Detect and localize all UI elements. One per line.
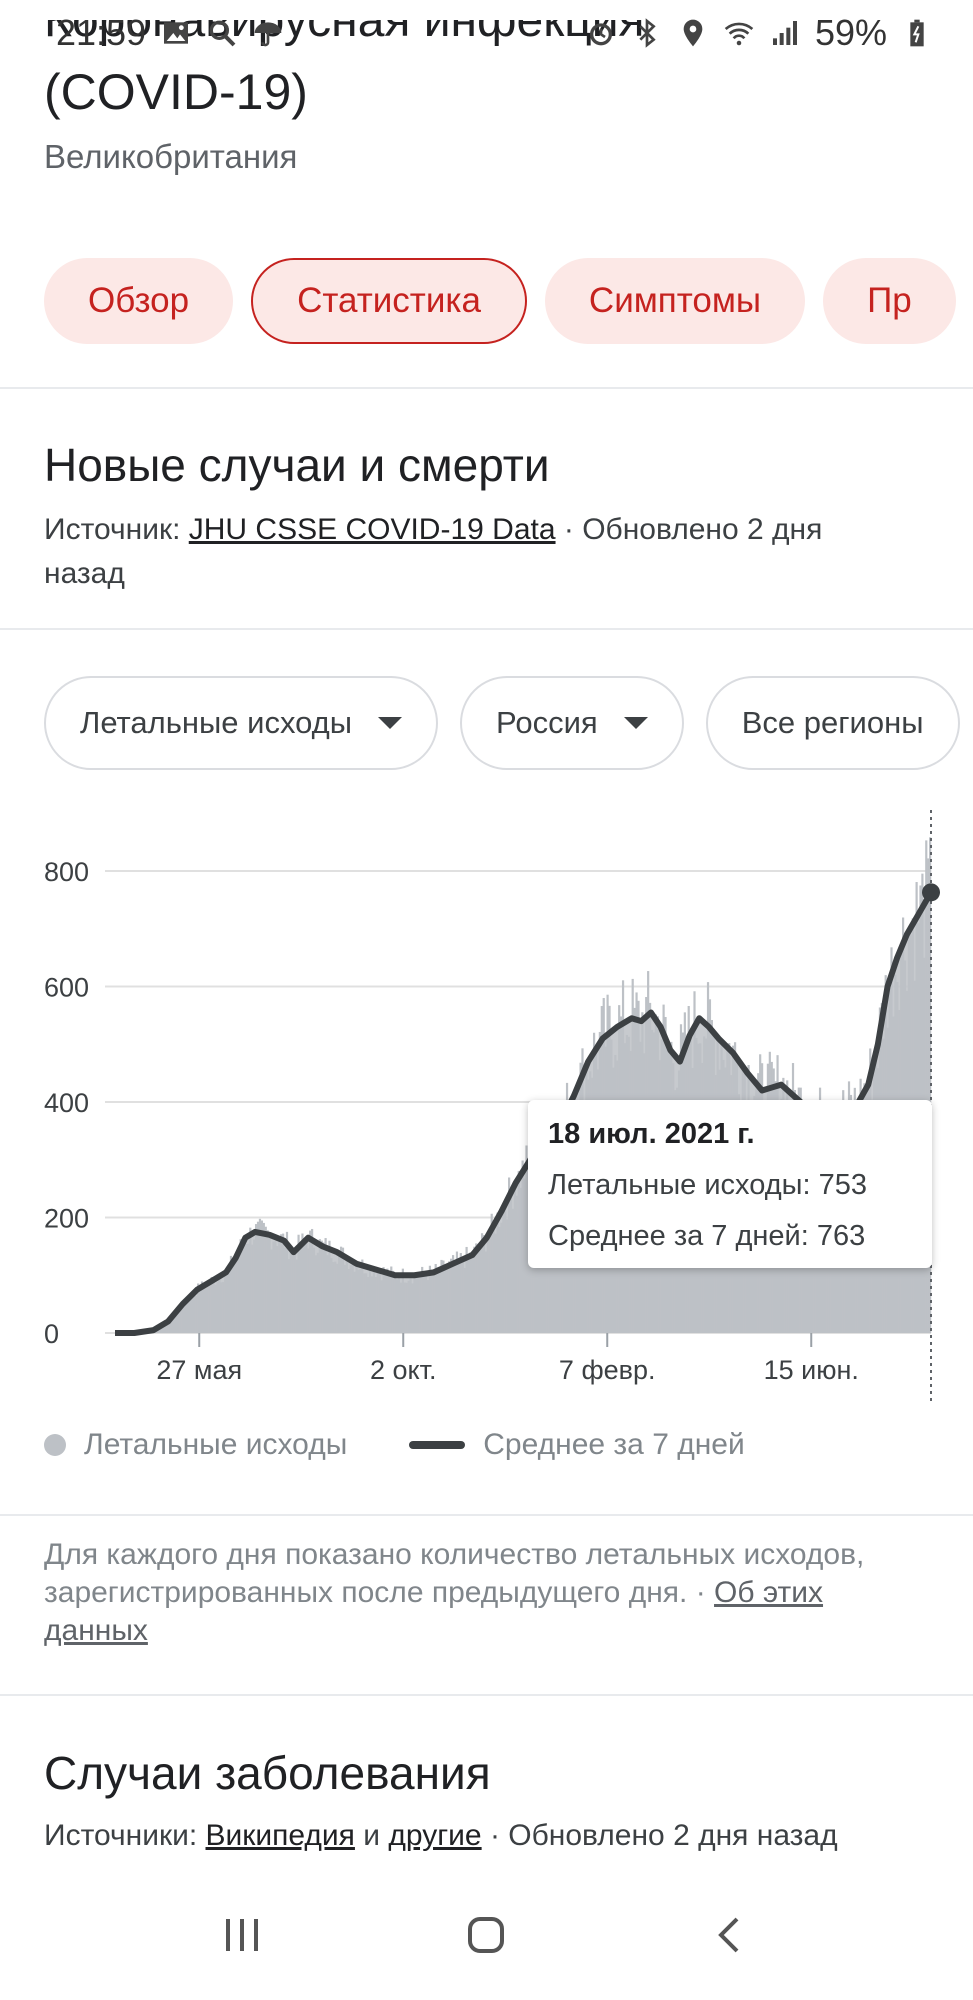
tab-symptoms[interactable]: Симптомы — [544, 258, 806, 344]
and-text: и — [354, 1819, 389, 1852]
tab-overview[interactable]: Обзор — [44, 258, 234, 344]
image-icon — [160, 17, 192, 49]
search-icon — [206, 17, 238, 49]
region-dropdown-label: Все регионы — [741, 705, 924, 740]
updated-text: · Обновлено 2 дня назад — [44, 513, 823, 590]
metric-dropdown[interactable]: Летальные исходы — [44, 676, 439, 770]
back-icon[interactable] — [707, 1911, 755, 1964]
android-nav-bar — [0, 1874, 973, 2000]
y-tick-label: 0 — [44, 1319, 59, 1349]
cursor-dot — [922, 883, 940, 902]
page-title: (COVID-19) — [44, 64, 308, 120]
battery-percent: 59% — [814, 12, 887, 53]
chart-tooltip: 18 июл. 2021 г. Летальные исходы: 753 Ср… — [528, 1100, 932, 1268]
source-line-2: Источники: Википедия и другие · Обновлен… — [44, 1814, 944, 1858]
source-label: Источник: — [44, 513, 189, 546]
tooltip-average: Среднее за 7 дней: 763 — [548, 1220, 866, 1252]
y-tick-label: 600 — [44, 973, 89, 1003]
x-tick-label: 15 июн. — [764, 1355, 859, 1385]
about-data-link[interactable]: Об этих данных — [44, 1576, 824, 1647]
location-subtitle: Великобритания — [44, 138, 298, 175]
umbrella-icon — [252, 17, 284, 49]
divider — [0, 1514, 973, 1516]
filters-row: Летальные исходы Россия Все регионы — [44, 676, 960, 770]
tab-prevention[interactable]: Пр — [823, 258, 956, 344]
y-tick-label: 800 — [44, 857, 89, 887]
wifi-icon — [723, 17, 755, 49]
source-link[interactable]: JHU CSSE COVID-19 Data — [188, 513, 556, 546]
divider — [0, 1694, 973, 1696]
battery-icon — [901, 17, 933, 49]
y-tick-label: 200 — [44, 1204, 89, 1234]
wikipedia-link[interactable]: Википедия — [205, 1819, 355, 1852]
metric-dropdown-label: Летальные исходы — [80, 705, 353, 740]
clock: 21:59 — [56, 12, 147, 53]
legend-deaths-swatch — [44, 1434, 66, 1456]
x-tick-label: 7 февр. — [559, 1355, 656, 1385]
divider — [0, 387, 973, 389]
note-separator: · — [687, 1576, 715, 1609]
chart-legend: Летальные исходы Среднее за 7 дней — [44, 1428, 745, 1462]
others-link[interactable]: другие — [388, 1819, 482, 1852]
legend-deaths-label: Летальные исходы — [84, 1428, 348, 1461]
status-bar: 21:59 59% — [0, 0, 973, 66]
x-tick-label: 27 мая — [156, 1355, 242, 1385]
home-icon[interactable] — [462, 1911, 510, 1964]
note-text: Для каждого дня показано количество лета… — [44, 1538, 865, 1609]
legend-avg-label: Среднее за 7 дней — [483, 1428, 745, 1461]
signal-icon — [769, 17, 801, 49]
chart-labels: 0 200 400 600 800 27 мая 2 окт. 7 февр. 15 июн. — [44, 857, 859, 1385]
y-tick-label: 400 — [44, 1088, 89, 1118]
country-dropdown-label: Россия — [496, 705, 598, 740]
recent-apps-icon[interactable] — [218, 1911, 266, 1964]
location-icon — [677, 17, 709, 49]
section-title-cases: Случаи заболевания — [44, 1747, 491, 1799]
tabs-row: Обзор Статистика Симптомы Пр — [44, 258, 956, 344]
page-title-cut: Коронавирусная инфекция — [44, 20, 645, 47]
tab-statistics[interactable]: Статистика — [251, 258, 527, 344]
page-header: Коронавирусная инфекция (COVID-19) Велик… — [44, 20, 944, 176]
bluetooth-icon — [631, 17, 663, 49]
source-line: Источник: JHU CSSE COVID-19 Data · Обнов… — [44, 508, 894, 596]
divider — [0, 628, 973, 630]
tooltip-deaths: Летальные исходы: 753 — [548, 1169, 867, 1201]
region-dropdown[interactable]: Все регионы — [705, 676, 960, 770]
tooltip-date: 18 июл. 2021 г. — [548, 1118, 755, 1150]
updated-text-2: · Обновлено 2 дня назад — [481, 1819, 838, 1852]
x-tick-label: 2 окт. — [370, 1355, 437, 1385]
alarm-icon — [585, 17, 617, 49]
legend-avg-swatch — [409, 1441, 466, 1449]
section-title-cases-deaths: Новые случаи и смерти — [44, 439, 550, 491]
dropdown-caret-icon — [378, 717, 403, 729]
sources-label: Источники: — [44, 1819, 206, 1852]
dropdown-caret-icon — [623, 717, 648, 729]
country-dropdown[interactable]: Россия — [460, 676, 684, 770]
data-note: Для каждого дня показано количество лета… — [44, 1536, 884, 1650]
